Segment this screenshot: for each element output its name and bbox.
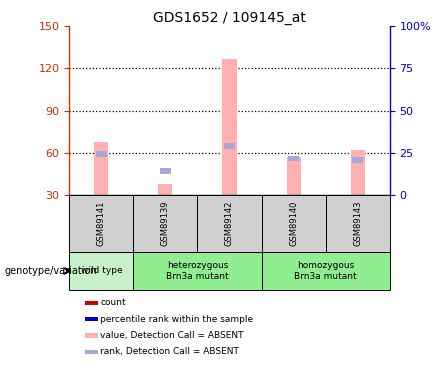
Text: heterozygous
Brn3a mutant: heterozygous Brn3a mutant [166,261,229,280]
Bar [85,301,97,305]
Bar [85,317,97,321]
Bar [351,150,365,195]
Text: rank, Detection Call = ABSENT: rank, Detection Call = ABSENT [100,347,239,356]
Text: count: count [100,298,126,307]
Bar [69,195,133,252]
Bar [288,156,299,161]
Bar [158,184,172,195]
Bar [85,333,97,338]
Bar [197,195,262,252]
Title: GDS1652 / 109145_at: GDS1652 / 109145_at [153,11,306,25]
Bar [352,157,363,163]
Bar [96,152,107,157]
Bar [326,195,390,252]
Text: GSM89142: GSM89142 [225,201,234,246]
Text: GSM89141: GSM89141 [97,201,106,246]
Bar [262,195,326,252]
Text: GSM89143: GSM89143 [353,201,362,246]
Bar [224,143,235,148]
Bar [287,157,301,195]
Text: GSM89140: GSM89140 [289,201,298,246]
Text: genotype/variation: genotype/variation [4,266,97,276]
Bar [133,252,262,290]
Text: wild type: wild type [81,266,122,275]
Bar [160,168,171,174]
Bar [133,195,197,252]
Bar [94,141,108,195]
Bar [85,350,97,354]
Bar [69,252,133,290]
Text: homozygous
Brn3a mutant: homozygous Brn3a mutant [294,261,357,280]
Text: GSM89139: GSM89139 [161,201,170,246]
Bar [262,252,390,290]
Bar [223,58,236,195]
Text: percentile rank within the sample: percentile rank within the sample [100,315,253,324]
Text: value, Detection Call = ABSENT: value, Detection Call = ABSENT [100,331,244,340]
